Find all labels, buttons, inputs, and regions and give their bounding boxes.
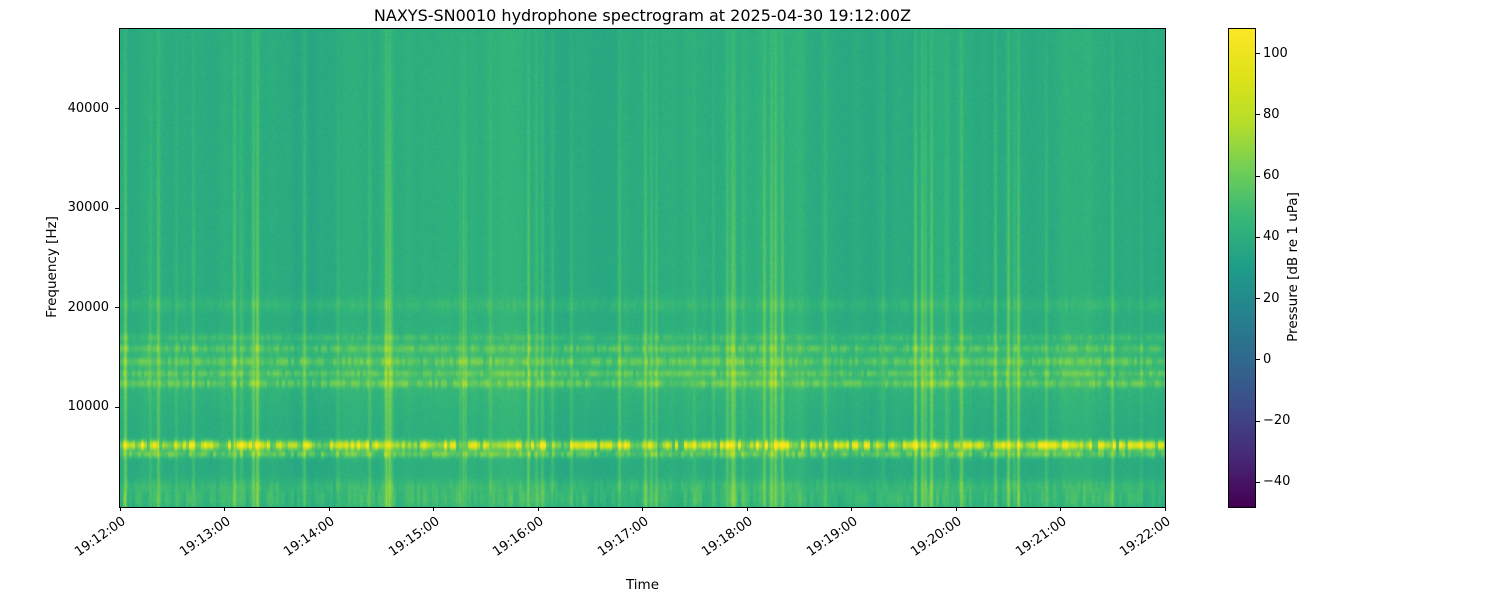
x-axis-label: Time <box>625 577 660 593</box>
x-tick-mark <box>1164 507 1166 511</box>
x-tick-label: 19:12:00 <box>72 514 129 560</box>
colorbar-gradient <box>1229 29 1255 507</box>
x-tick-mark <box>1060 507 1061 511</box>
colorbar-tick-label: 0 <box>1263 351 1272 367</box>
x-tick-mark <box>433 507 434 511</box>
x-tick-mark <box>642 507 643 511</box>
colorbar-tick-label: 20 <box>1263 290 1280 306</box>
y-axis-label: Frequency [Hz] <box>44 216 60 318</box>
colorbar-tick-label: −20 <box>1263 413 1291 429</box>
colorbar <box>1228 28 1256 508</box>
x-tick-mark <box>537 507 539 511</box>
y-tick-mark <box>115 307 119 309</box>
colorbar-tick-mark <box>1256 175 1260 177</box>
colorbar-label: Pressure [dB re 1 uPa] <box>1285 192 1301 342</box>
x-tick-mark <box>746 507 748 511</box>
x-tick-mark <box>851 507 852 511</box>
colorbar-tick-label: 60 <box>1263 168 1280 184</box>
x-tick-mark <box>119 507 121 511</box>
y-tick-mark <box>115 207 119 209</box>
colorbar-tick-label: 80 <box>1263 106 1280 122</box>
colorbar-tick-mark <box>1256 298 1260 300</box>
plot-area <box>119 28 1166 508</box>
colorbar-tick-mark <box>1256 359 1260 361</box>
colorbar-tick-mark <box>1256 53 1260 54</box>
y-tick-label: 30000 <box>67 200 109 216</box>
colorbar-tick-label: 100 <box>1263 45 1288 61</box>
y-tick-label: 40000 <box>67 100 109 116</box>
y-tick-mark <box>115 108 119 110</box>
colorbar-tick-mark <box>1256 114 1260 116</box>
x-tick-mark <box>328 507 330 511</box>
colorbar-tick-label: −40 <box>1263 474 1291 490</box>
colorbar-tick-label: 40 <box>1263 229 1280 245</box>
x-tick-mark <box>955 507 957 511</box>
colorbar-tick-mark <box>1256 481 1260 483</box>
y-tick-label: 20000 <box>67 299 109 315</box>
colorbar-tick-mark <box>1256 236 1260 238</box>
x-tick-mark <box>224 507 225 511</box>
colorbar-tick-mark <box>1256 420 1260 422</box>
chart-title: NAXYS-SN0010 hydrophone spectrogram at 2… <box>373 6 912 25</box>
y-tick-label: 10000 <box>67 399 109 415</box>
y-tick-mark <box>115 406 119 408</box>
spectrogram-heatmap <box>120 29 1165 507</box>
